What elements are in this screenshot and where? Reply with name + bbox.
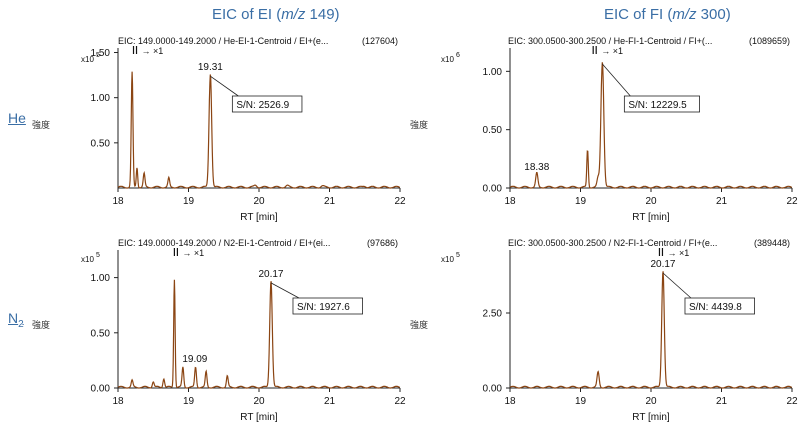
column-title-ei-mz: m/z xyxy=(281,6,306,23)
chromatogram-trace xyxy=(509,271,793,389)
column-title-fi-post: 300) xyxy=(696,6,731,23)
x-tick-label: 21 xyxy=(716,396,728,407)
chromatogram-trace xyxy=(509,62,793,189)
chart-header-count: (389448) xyxy=(754,238,790,248)
column-title-fi: EIC of FI (m/z 300) xyxy=(604,6,731,23)
range-marker-label: → ×1 xyxy=(667,248,689,258)
chart-header-count: (127604) xyxy=(362,36,398,46)
sn-leader-line xyxy=(210,75,239,97)
y-tick-label: 0.50 xyxy=(91,328,111,339)
chart-header: EIC: 300.0500-300.2500 / He-FI-1-Centroi… xyxy=(508,36,712,46)
x-tick-label: 19 xyxy=(183,196,195,207)
sn-leader-line xyxy=(270,282,300,299)
column-title-fi-pre: EIC of FI ( xyxy=(604,6,673,23)
sn-box xyxy=(623,95,700,113)
x-tick-label: 20 xyxy=(253,196,265,207)
sn-leader-line xyxy=(602,63,631,97)
y-scale-exponent: 5 xyxy=(96,52,100,59)
x-tick-label: 19 xyxy=(575,396,587,407)
chart-header-count: (1089659) xyxy=(749,36,790,46)
range-marker-label: → ×1 xyxy=(601,46,623,56)
y-scale-exponent: 5 xyxy=(456,252,460,259)
x-tick-label: 22 xyxy=(786,196,798,207)
y-tick-label: 1.00 xyxy=(91,93,111,104)
y-tick-label: 1.50 xyxy=(91,48,111,59)
peak-rt-label: 19.31 xyxy=(198,62,223,73)
x-tick-label: 22 xyxy=(394,196,406,207)
x-tick-label: 21 xyxy=(324,396,336,407)
column-title-ei-pre: EIC of EI ( xyxy=(212,6,282,23)
x-tick-label: 18 xyxy=(112,396,124,407)
range-marker-label: → ×1 xyxy=(142,46,164,56)
sn-label: S/N: 1927.6 xyxy=(297,302,350,313)
chart-panel-1: EIC: 149.0000-149.2000 / He-EI-1-Centroi… xyxy=(81,36,406,223)
y-scale-label: x10 xyxy=(441,55,454,64)
sn-label: S/N: 12229.5 xyxy=(628,100,687,111)
chart-panel-3: EIC: 149.0000-149.2000 / N2-EI-1-Centroi… xyxy=(81,238,406,423)
x-tick-label: 18 xyxy=(504,196,516,207)
x-tick-label: 19 xyxy=(183,396,195,407)
x-tick-label: 19 xyxy=(575,196,587,207)
chromatogram-trace xyxy=(117,71,401,189)
chromatogram-trace xyxy=(117,279,401,389)
x-tick-label: 20 xyxy=(253,396,265,407)
chart-panel-4: EIC: 300.0500-300.2500 / N2-FI-1-Centroi… xyxy=(441,238,798,423)
y-tick-label: 2.50 xyxy=(483,309,503,320)
x-tick-label: 22 xyxy=(394,396,406,407)
y-tick-label: 1.00 xyxy=(483,67,503,78)
peak-rt-label: 20.17 xyxy=(650,259,675,270)
sn-box xyxy=(292,297,363,315)
x-tick-label: 18 xyxy=(112,196,124,207)
y-scale-label: x10 xyxy=(441,255,454,264)
sn-label: S/N: 4439.8 xyxy=(689,302,742,313)
sn-label: S/N: 2526.9 xyxy=(236,100,289,111)
peak-rt-label: 19.09 xyxy=(182,354,207,365)
y-scale-label: x10 xyxy=(81,55,94,64)
row-sublabel-n2: 強度 xyxy=(32,320,51,330)
peak-rt-label: 18.38 xyxy=(524,162,549,173)
row-sublabel-he: 強度 xyxy=(32,120,51,130)
y-tick-label: 1.00 xyxy=(91,273,111,284)
x-tick-label: 21 xyxy=(324,196,336,207)
range-marker-label: → ×1 xyxy=(182,248,204,258)
sn-box xyxy=(231,95,303,113)
x-axis-title: RT [min] xyxy=(240,212,278,223)
row-label-n2-text: N xyxy=(8,310,19,326)
row-label-n2: N2 xyxy=(8,310,24,330)
chart-header: EIC: 300.0500-300.2500 / N2-FI-1-Centroi… xyxy=(508,238,717,248)
y-tick-label: 0.00 xyxy=(483,184,503,195)
chart-header-count: (97686) xyxy=(367,238,398,248)
column-title-ei: EIC of EI (m/z 149) xyxy=(212,6,340,23)
x-tick-label: 20 xyxy=(645,396,657,407)
peak-rt-label: 20.17 xyxy=(258,269,283,280)
row-label-n2-sub: 2 xyxy=(18,318,24,330)
chart-header: EIC: 149.0000-149.2000 / N2-EI-1-Centroi… xyxy=(118,238,330,248)
x-axis-title: RT [min] xyxy=(632,212,670,223)
column-title-fi-mz: m/z xyxy=(672,6,697,23)
sn-box xyxy=(684,297,755,315)
x-tick-label: 18 xyxy=(504,396,516,407)
y-tick-label: 0.50 xyxy=(91,138,111,149)
chart-panel-2: EIC: 300.0500-300.2500 / He-FI-1-Centroi… xyxy=(441,36,798,223)
row-label-he: He xyxy=(8,110,26,126)
row-label-he-text: He xyxy=(8,110,26,126)
x-axis-title: RT [min] xyxy=(632,412,670,423)
row-sublabel-fi-n2: 強度 xyxy=(410,320,429,330)
chart-header: EIC: 149.0000-149.2000 / He-EI-1-Centroi… xyxy=(118,36,328,46)
y-tick-label: 0.00 xyxy=(91,384,111,395)
y-tick-label: 0.00 xyxy=(483,384,503,395)
sn-leader-line xyxy=(662,272,692,299)
y-scale-label: x10 xyxy=(81,255,94,264)
column-title-ei-post: 149) xyxy=(305,6,340,23)
x-axis-title: RT [min] xyxy=(240,412,278,423)
x-tick-label: 20 xyxy=(645,196,657,207)
y-scale-exponent: 6 xyxy=(456,52,460,59)
row-sublabel-fi-he: 強度 xyxy=(410,120,429,130)
x-tick-label: 22 xyxy=(786,396,798,407)
x-tick-label: 21 xyxy=(716,196,728,207)
y-scale-exponent: 5 xyxy=(96,252,100,259)
y-tick-label: 0.50 xyxy=(483,125,503,136)
